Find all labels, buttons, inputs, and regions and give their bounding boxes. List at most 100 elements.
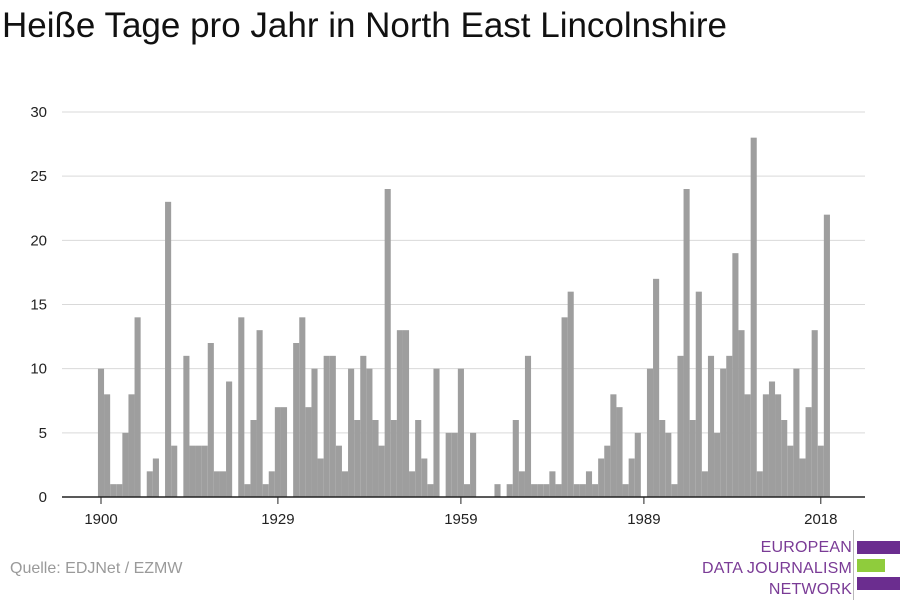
- bar-1909: [152, 458, 159, 497]
- bar-1969: [518, 471, 525, 497]
- bar-1917: [201, 445, 208, 497]
- bar-1985: [616, 407, 623, 497]
- bar-1953: [421, 458, 428, 497]
- bar-1960: [463, 484, 471, 497]
- bar-1976: [561, 317, 568, 497]
- y-tick-label: 20: [30, 232, 47, 249]
- bar-1936: [317, 458, 324, 497]
- bar-2009: [762, 394, 769, 497]
- bar-1955: [433, 368, 440, 497]
- bar-1903: [116, 484, 123, 497]
- bar-1905: [128, 394, 135, 497]
- bar-1921: [226, 381, 233, 497]
- y-axis-ticks: 0 5 10 15 20 25 30: [30, 104, 47, 506]
- source-note: Quelle: EDJNet / EZMW: [10, 560, 183, 577]
- bar-1998: [695, 291, 702, 497]
- bar-1982: [598, 458, 605, 497]
- logo-bar-middle: [857, 559, 885, 572]
- bar-1945: [372, 420, 379, 497]
- bar-1904: [122, 432, 129, 497]
- logo-text-data-journalism: DATA JOURNALISM: [702, 560, 852, 577]
- logo-text-network: NETWORK: [768, 581, 852, 598]
- x-tick-label: 1959: [444, 511, 477, 528]
- bar-1980: [585, 471, 593, 497]
- bar-1988: [634, 432, 641, 497]
- bar-2008: [756, 471, 763, 497]
- bar-1923: [238, 317, 245, 497]
- bar-1915: [189, 445, 196, 497]
- bar-1992: [659, 420, 666, 497]
- logo-divider: [853, 530, 854, 600]
- y-tick-label: 30: [30, 104, 47, 121]
- bar-1959: [457, 368, 464, 497]
- bar-2012: [781, 420, 788, 497]
- y-tick-label: 5: [39, 425, 47, 442]
- bar-1993: [665, 432, 672, 497]
- bar-1996: [683, 189, 690, 497]
- bar-1908: [146, 471, 153, 497]
- bar-1975: [555, 484, 562, 497]
- bar-1939: [335, 445, 342, 497]
- x-tick-label: 1900: [84, 511, 117, 528]
- bar-1918: [207, 343, 214, 497]
- chart-title: Heiße Tage pro Jahr in North East Lincol…: [2, 6, 728, 45]
- bar-2003: [726, 355, 733, 497]
- bar-1934: [305, 407, 312, 497]
- bar-1979: [579, 484, 586, 497]
- bar-1973: [543, 484, 550, 497]
- logo-bar-bottom: [857, 577, 900, 590]
- bar-2018: [817, 445, 824, 497]
- bar-1990: [646, 368, 654, 497]
- bar-2017: [811, 330, 818, 497]
- y-tick-label: 0: [39, 489, 47, 506]
- bar-2014: [793, 368, 800, 497]
- bar-1991: [653, 278, 660, 497]
- bar-1994: [671, 484, 678, 497]
- bar-1914: [183, 355, 190, 497]
- edjnet-logo: EUROPEAN DATA JOURNALISM NETWORK: [700, 530, 900, 600]
- bar-1952: [415, 420, 422, 497]
- bar-2000: [707, 355, 715, 497]
- bar-1948: [390, 420, 397, 497]
- bar-1971: [531, 484, 538, 497]
- bar-1911: [165, 201, 172, 498]
- y-tick-label: 10: [30, 361, 47, 378]
- bar-1930: [280, 407, 288, 497]
- bar-1967: [506, 484, 513, 497]
- bar-1999: [701, 471, 708, 497]
- bar-2007: [750, 137, 757, 497]
- bar-2002: [720, 368, 727, 497]
- bar-1995: [677, 355, 684, 497]
- bar-1916: [195, 445, 202, 497]
- bar-1957: [445, 432, 452, 497]
- bar-1941: [348, 368, 355, 497]
- bar-1902: [110, 484, 117, 497]
- bar-1928: [268, 471, 275, 497]
- bar-1920: [219, 471, 227, 497]
- bar-2005: [738, 330, 745, 497]
- bar-1943: [360, 355, 367, 497]
- bar-1906: [134, 317, 141, 497]
- bars: [97, 137, 830, 498]
- bar-1927: [262, 484, 269, 497]
- bar-1950: [402, 330, 410, 497]
- bar-1938: [329, 355, 336, 497]
- bar-1981: [592, 484, 599, 497]
- bar-1970: [524, 355, 532, 497]
- logo-bar-top: [857, 541, 900, 554]
- x-tick-label: 1989: [627, 511, 660, 528]
- bar-1954: [427, 484, 434, 497]
- bar-1933: [299, 317, 306, 497]
- logo-text-european: EUROPEAN: [760, 539, 852, 556]
- bar-1947: [384, 189, 391, 497]
- bar-2019: [823, 214, 830, 497]
- bar-1951: [409, 471, 416, 497]
- bar-1986: [622, 484, 629, 497]
- bar-1932: [293, 343, 300, 497]
- bar-1949: [396, 330, 403, 497]
- bar-2013: [787, 445, 794, 497]
- bar-1987: [628, 458, 635, 497]
- x-tick-label: 1929: [261, 511, 294, 528]
- y-tick-label: 15: [30, 297, 47, 314]
